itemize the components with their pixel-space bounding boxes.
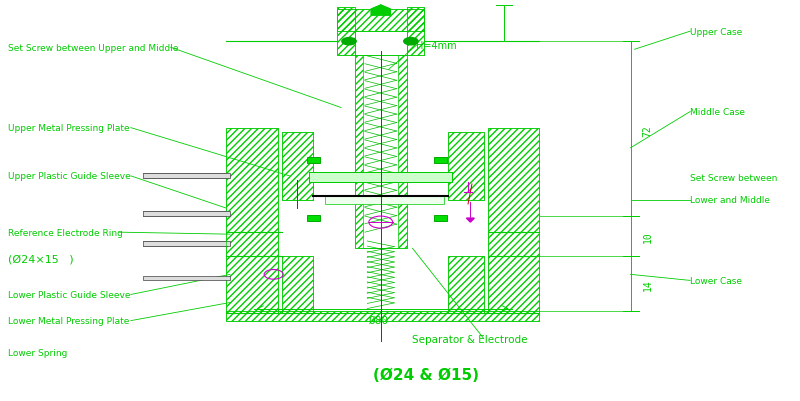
Text: Set Screw between: Set Screw between [690, 174, 778, 183]
Bar [226, 128, 278, 233]
Circle shape [342, 38, 356, 46]
Text: Lower and Middle: Lower and Middle [690, 196, 770, 205]
Bar [488, 233, 539, 313]
Polygon shape [371, 6, 390, 16]
Bar [282, 257, 314, 313]
Bar [488, 233, 539, 313]
Bar [363, 56, 398, 249]
Text: Separator & Electrode: Separator & Electrode [413, 334, 528, 344]
Bar [226, 311, 539, 321]
Bar [448, 257, 484, 313]
Bar [434, 157, 446, 164]
Bar [142, 276, 230, 281]
Bar [488, 128, 539, 233]
Bar [326, 196, 444, 205]
Bar [354, 32, 407, 56]
Text: Set Screw between Upper and Middle: Set Screw between Upper and Middle [8, 44, 178, 53]
Bar [337, 10, 424, 32]
Bar [226, 233, 278, 313]
Text: Lower Plastic Guide Sleeve: Lower Plastic Guide Sleeve [8, 290, 130, 299]
Text: 14: 14 [642, 279, 653, 291]
Text: Upper Metal Pressing Plate: Upper Metal Pressing Plate [8, 124, 130, 133]
Bar [448, 132, 484, 200]
Text: Ø80: Ø80 [369, 315, 390, 325]
Bar [226, 311, 539, 321]
Bar [488, 128, 539, 233]
Bar [310, 172, 452, 182]
Text: Upper Case: Upper Case [690, 28, 742, 36]
Bar [142, 174, 230, 178]
Text: Reference Electrode Ring: Reference Electrode Ring [8, 228, 123, 237]
Bar [407, 8, 424, 56]
Text: 10: 10 [642, 231, 653, 243]
Bar [448, 132, 484, 200]
Text: Upper Plastic Guide Sleeve: Upper Plastic Guide Sleeve [8, 172, 130, 181]
Bar [337, 10, 424, 32]
Bar [307, 215, 320, 222]
Bar [434, 215, 446, 222]
Bar [226, 233, 278, 313]
Text: Middle Case: Middle Case [690, 108, 745, 117]
Bar [142, 212, 230, 217]
Text: Lower Metal Pressing Plate: Lower Metal Pressing Plate [8, 316, 130, 325]
Bar [407, 8, 424, 56]
Bar [354, 56, 407, 249]
Bar [310, 172, 452, 182]
Bar [337, 8, 354, 56]
Bar [337, 8, 354, 56]
Bar [142, 242, 230, 247]
Circle shape [404, 38, 418, 46]
Bar [448, 257, 484, 313]
Bar [354, 56, 407, 249]
Text: H=4mm: H=4mm [417, 41, 457, 51]
Text: (Ø24×15   ): (Ø24×15 ) [8, 254, 74, 263]
Text: Lower Spring: Lower Spring [8, 348, 67, 357]
Text: 72: 72 [642, 124, 653, 136]
Text: (Ø24 & Ø15): (Ø24 & Ø15) [373, 367, 479, 383]
Bar [226, 128, 278, 233]
Bar [282, 132, 314, 200]
Text: Lower Case: Lower Case [690, 276, 742, 285]
Polygon shape [466, 219, 474, 223]
Bar [282, 132, 314, 200]
Bar [282, 257, 314, 313]
Bar [307, 157, 320, 164]
